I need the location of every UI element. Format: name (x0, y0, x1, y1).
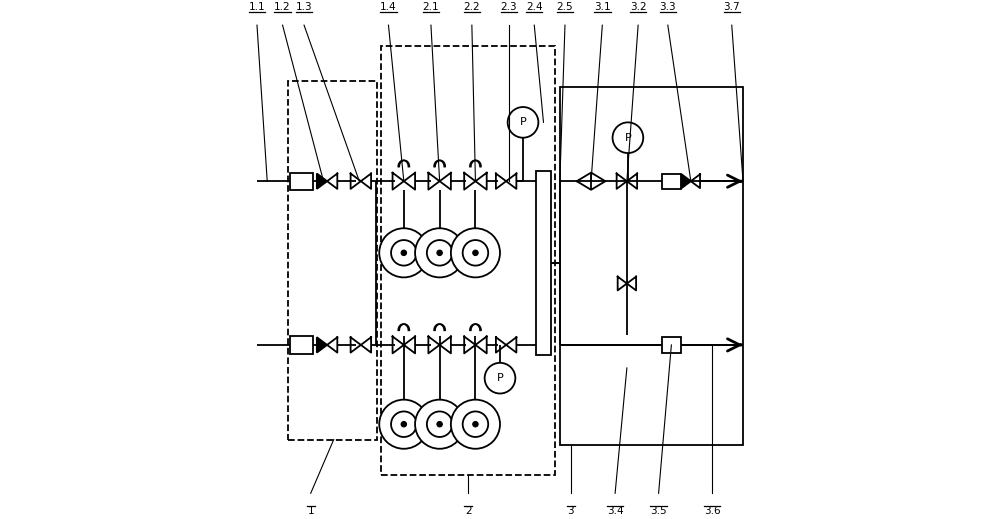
Text: 2.4: 2.4 (526, 3, 543, 12)
Circle shape (437, 421, 442, 427)
Circle shape (391, 412, 417, 437)
Text: 1.4: 1.4 (380, 3, 397, 12)
Bar (288, 81, 377, 440)
Circle shape (463, 240, 488, 266)
Bar (536, 171, 551, 355)
Circle shape (473, 421, 478, 427)
Text: 2.5: 2.5 (557, 3, 573, 12)
Polygon shape (317, 337, 327, 352)
Text: 1.3: 1.3 (296, 3, 312, 12)
Text: 2.2: 2.2 (464, 3, 480, 12)
Text: 2.3: 2.3 (500, 3, 517, 12)
Circle shape (415, 400, 464, 449)
Text: P: P (497, 373, 503, 383)
Text: 1: 1 (307, 506, 314, 516)
Circle shape (427, 412, 452, 437)
Bar (560, 87, 743, 445)
Bar (662, 337, 681, 352)
Text: 3: 3 (567, 506, 574, 516)
Circle shape (379, 400, 428, 449)
Text: P: P (520, 117, 526, 127)
Bar (290, 336, 313, 353)
Text: 2: 2 (465, 506, 472, 516)
Text: 3.7: 3.7 (723, 3, 740, 12)
Text: 3.2: 3.2 (630, 3, 646, 12)
Polygon shape (682, 174, 691, 188)
Bar (290, 172, 313, 190)
Polygon shape (317, 173, 327, 189)
Text: 1.1: 1.1 (249, 3, 265, 12)
Circle shape (508, 107, 538, 138)
Text: 3.1: 3.1 (594, 3, 611, 12)
Circle shape (473, 250, 478, 255)
Text: P: P (625, 133, 631, 143)
Circle shape (485, 363, 515, 393)
Circle shape (415, 228, 464, 277)
Circle shape (437, 250, 442, 255)
Circle shape (391, 240, 417, 266)
Text: 3.6: 3.6 (704, 506, 721, 516)
Text: 3.4: 3.4 (607, 506, 623, 516)
Circle shape (401, 250, 407, 255)
Text: 2.1: 2.1 (423, 3, 439, 12)
Text: 3.3: 3.3 (659, 3, 676, 12)
Circle shape (463, 412, 488, 437)
Circle shape (427, 240, 452, 266)
Circle shape (401, 421, 407, 427)
Text: 1.2: 1.2 (274, 3, 291, 12)
Text: 3.5: 3.5 (650, 506, 667, 516)
Circle shape (613, 122, 643, 153)
Bar (662, 173, 681, 189)
Circle shape (451, 228, 500, 277)
Bar (381, 46, 555, 475)
Circle shape (451, 400, 500, 449)
Circle shape (379, 228, 428, 277)
